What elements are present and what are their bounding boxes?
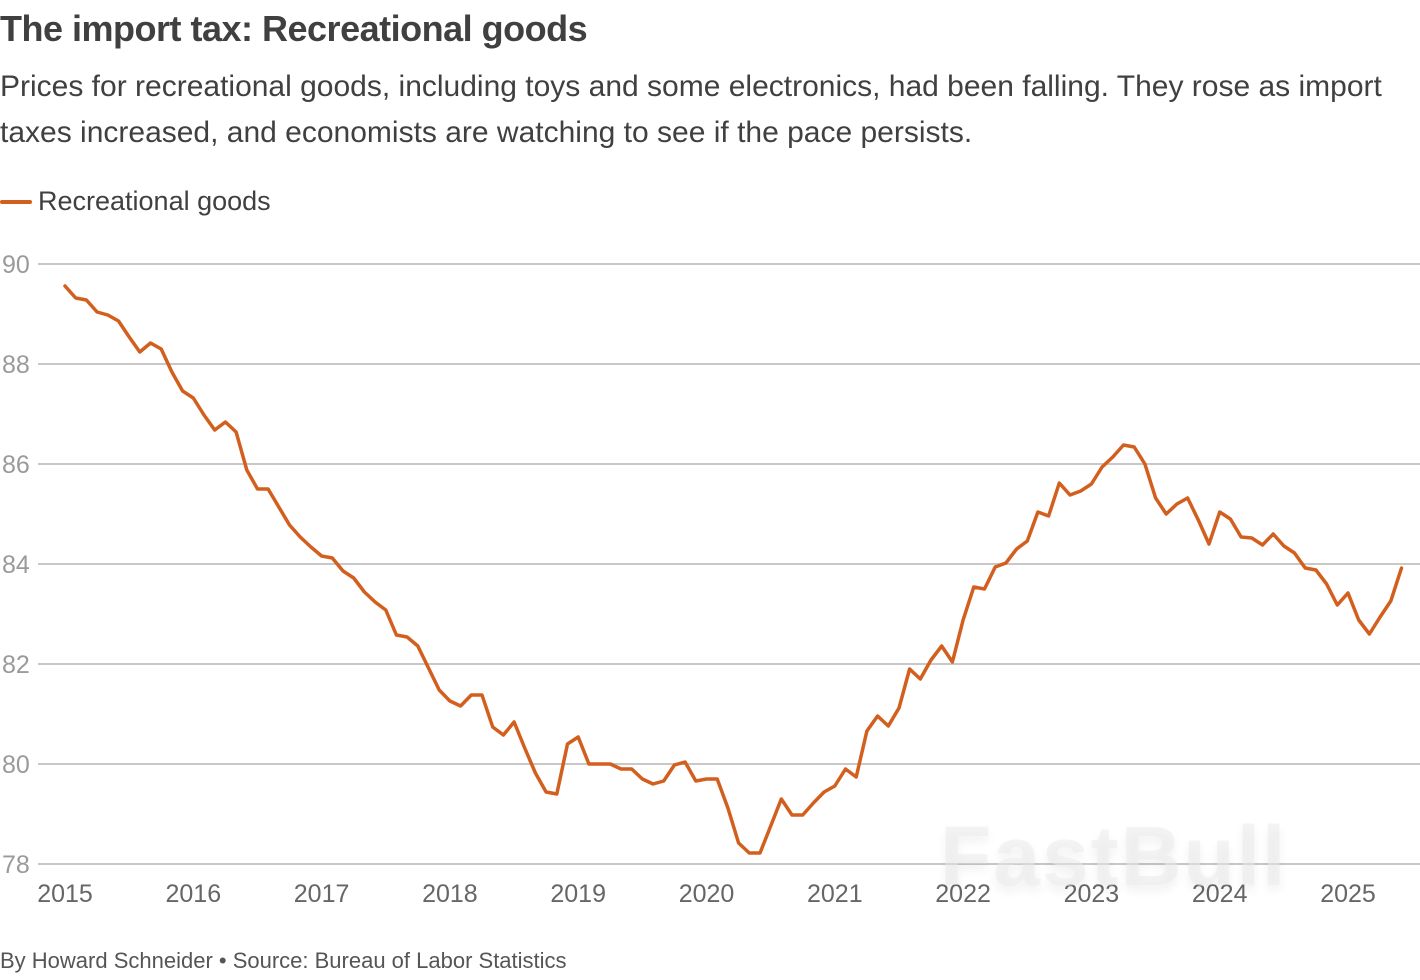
- legend-label-recreational-goods: Recreational goods: [38, 186, 271, 216]
- source-credit: By Howard Schneider • Source: Bureau of …: [0, 948, 567, 973]
- y-axis: 90 88 86 84 82 80 78: [2, 251, 30, 879]
- y-tick-label: 86: [2, 451, 30, 479]
- y-tick-label: 82: [2, 651, 30, 679]
- y-tick-label: 90: [2, 251, 30, 279]
- x-axis: 2015 2016 2017 2018 2019 2020 2021 2022 2023 2024…: [37, 880, 1376, 908]
- y-tick-label: 80: [2, 751, 30, 779]
- x-tick-label: 2018: [422, 880, 478, 908]
- chart-title: The import tax: Recreational goods: [0, 8, 588, 49]
- x-tick-label: 2024: [1192, 880, 1248, 908]
- x-tick-label: 2021: [807, 880, 863, 908]
- series-line-recreational-goods: [63, 284, 1404, 855]
- legend-swatch-recreational-goods: [0, 199, 32, 204]
- x-tick-label: 2025: [1320, 880, 1376, 908]
- x-tick-label: 2015: [37, 880, 93, 908]
- series-layer: [63, 284, 1404, 855]
- x-tick-label: 2016: [165, 880, 221, 908]
- chart-subtitle: Prices for recreational goods, including…: [0, 70, 1382, 149]
- x-tick-label: 2020: [679, 880, 735, 908]
- y-tick-label: 84: [2, 551, 30, 579]
- x-tick-label: 2017: [294, 880, 350, 908]
- x-tick-label: 2019: [550, 880, 606, 908]
- y-tick-label: 78: [2, 851, 30, 879]
- grid-layer: [38, 263, 1420, 865]
- legend: Recreational goods: [0, 186, 271, 217]
- x-tick-label: 2022: [935, 880, 991, 908]
- y-tick-label: 88: [2, 351, 30, 379]
- x-tick-label: 2023: [1064, 880, 1120, 908]
